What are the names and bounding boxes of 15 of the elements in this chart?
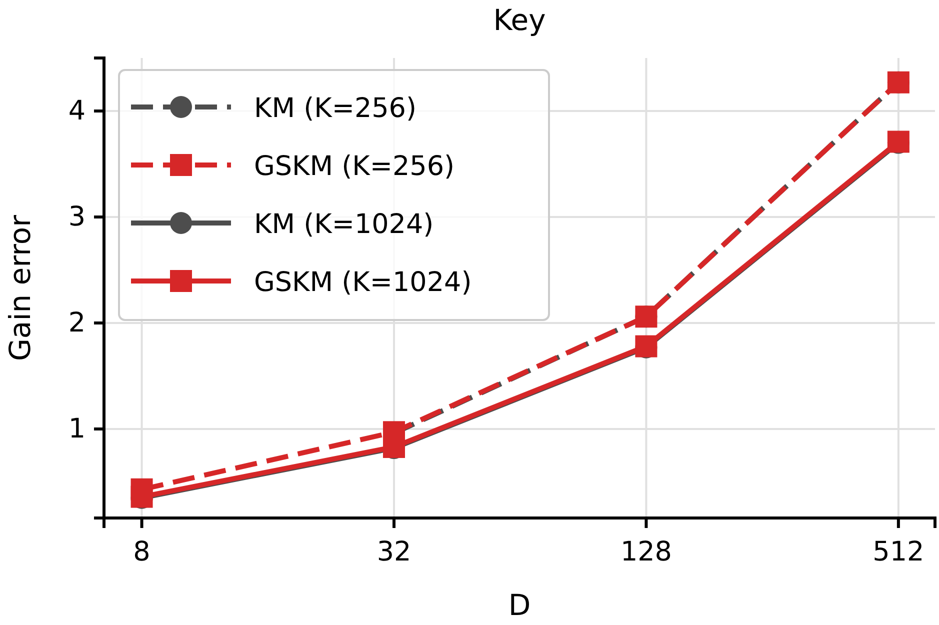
x-tick-label: 32 bbox=[376, 536, 412, 568]
legend-label: KM (K=256) bbox=[254, 93, 417, 124]
x-tick-label: 128 bbox=[620, 536, 672, 568]
legend-label: KM (K=1024) bbox=[254, 209, 434, 240]
y-tick-label: 4 bbox=[68, 96, 86, 127]
y-tick-label: 3 bbox=[68, 202, 86, 233]
y-axis-title: Gain error bbox=[3, 214, 37, 362]
x-tick-label: 8 bbox=[133, 536, 150, 568]
legend-label: GSKM (K=256) bbox=[254, 151, 455, 182]
x-tick-label: 512 bbox=[872, 536, 924, 568]
y-tick-label: 1 bbox=[68, 414, 86, 445]
y-tick-label: 2 bbox=[68, 308, 86, 339]
chart-title: Key bbox=[493, 3, 546, 37]
x-axis-title: D bbox=[508, 588, 531, 622]
legend-label: GSKM (K=1024) bbox=[254, 267, 472, 298]
